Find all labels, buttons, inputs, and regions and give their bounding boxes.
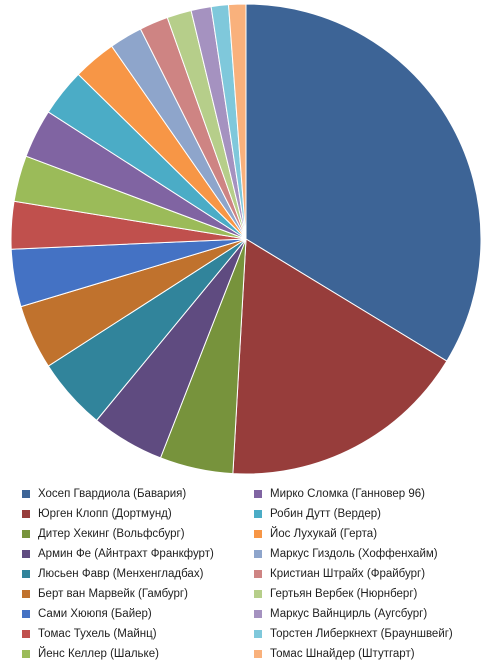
legend-item: Сами Хююпя (Байер) [22,604,254,624]
pie-chart-svg [10,3,482,475]
legend-swatch [22,550,30,558]
legend-item: Дитер Хекинг (Вольфсбург) [22,524,254,544]
legend-swatch [254,550,262,558]
legend-swatch [22,630,30,638]
legend-swatch [22,510,30,518]
legend-label: Гертьян Вербек (Нюрнберг) [270,588,418,600]
legend-swatch [254,590,262,598]
legend-item: Йенс Келлер (Шальке) [22,644,254,664]
legend-label: Дитер Хекинг (Вольфсбург) [38,528,185,540]
legend-swatch [22,530,30,538]
legend-item: Томас Шнайдер (Штутгарт) [254,644,486,664]
legend: Хосеп Гвардиола (Бавария) Мирко Сломка (Г… [22,484,492,664]
legend-swatch [22,610,30,618]
legend-item: Берт ван Марвейк (Гамбург) [22,584,254,604]
legend-item: Юрген Клопп (Дортмунд) [22,504,254,524]
legend-item: Йос Лухукай (Герта) [254,524,486,544]
pie-slice-2 [232,238,448,475]
legend-label: Хосеп Гвардиола (Бавария) [38,488,187,500]
legend-label: Сами Хююпя (Байер) [38,608,152,620]
legend-swatch [254,570,262,578]
legend-label: Томас Шнайдер (Штутгарт) [270,648,415,660]
legend-item: Кристиан Штрайх (Фрайбург) [254,564,486,584]
legend-label: Йос Лухукай (Герта) [270,528,378,540]
legend-item: Маркус Гиздоль (Хоффенхайм) [254,544,486,564]
legend-swatch [254,610,262,618]
legend-item: Люсьен Фавр (Менхенгладбах) [22,564,254,584]
legend-swatch [22,590,30,598]
legend-item: Армин Фе (Айнтрахт Франкфурт) [22,544,254,564]
pie-chart [10,3,482,475]
pie-slice-18 [227,3,247,240]
legend-swatch [254,510,262,518]
legend-swatch [254,530,262,538]
legend-swatch [22,570,30,578]
legend-label: Кристиан Штрайх (Фрайбург) [270,568,426,580]
legend-label: Маркус Вайнцирль (Аугсбург) [270,608,428,620]
legend-item: Мирко Сломка (Ганновер 96) [254,484,486,504]
legend-label: Йенс Келлер (Шальке) [38,648,159,660]
legend-label: Маркус Гиздоль (Хоффенхайм) [270,548,438,560]
legend-item: Хосеп Гвардиола (Бавария) [22,484,254,504]
legend-label: Люсьен Фавр (Менхенгладбах) [38,568,204,580]
legend-label: Юрген Клопп (Дортмунд) [38,508,172,520]
pie-slice-1 [245,3,482,362]
legend-label: Армин Фе (Айнтрахт Франкфурт) [38,548,214,560]
legend-swatch [22,490,30,498]
legend-label: Томас Тухель (Майнц) [38,628,157,640]
legend-item: Торстен Либеркнехт (Брауншвейг) [254,624,486,644]
legend-item: Маркус Вайнцирль (Аугсбург) [254,604,486,624]
legend-label: Мирко Сломка (Ганновер 96) [270,488,425,500]
legend-swatch [254,650,262,658]
legend-item: Гертьян Вербек (Нюрнберг) [254,584,486,604]
legend-swatch [254,490,262,498]
legend-label: Торстен Либеркнехт (Брауншвейг) [270,628,453,640]
legend-item: Томас Тухель (Майнц) [22,624,254,644]
legend-item: Робин Дутт (Вердер) [254,504,486,524]
legend-swatch [22,650,30,658]
legend-label: Робин Дутт (Вердер) [270,508,381,520]
legend-label: Берт ван Марвейк (Гамбург) [38,588,188,600]
legend-swatch [254,630,262,638]
